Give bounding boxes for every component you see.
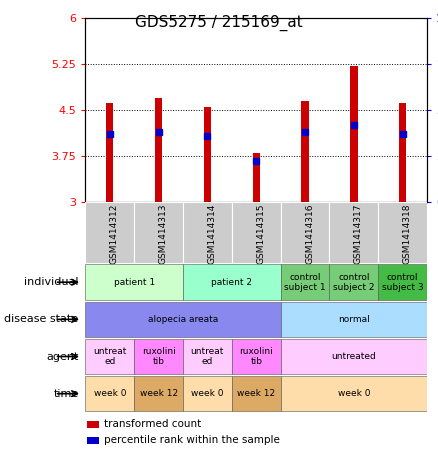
Bar [301,101,309,202]
Bar [155,97,162,202]
Bar [329,202,378,263]
Bar [183,376,232,411]
Bar [85,376,134,411]
Text: untreated: untreated [332,352,376,361]
Text: week 0: week 0 [191,389,224,398]
Text: untreat
ed: untreat ed [191,347,224,366]
Bar [281,376,427,411]
Text: untreat
ed: untreat ed [93,347,127,366]
Bar [106,102,113,202]
Text: week 0: week 0 [338,389,370,398]
Text: control
subject 3: control subject 3 [382,273,424,292]
Bar [87,437,99,444]
Bar [232,202,281,263]
Bar [350,66,357,202]
Text: week 12: week 12 [140,389,178,398]
Text: alopecia areata: alopecia areata [148,315,218,324]
Text: ruxolini
tib: ruxolini tib [142,347,176,366]
Bar [134,339,183,374]
Bar [134,376,183,411]
Text: percentile rank within the sample: percentile rank within the sample [104,435,280,445]
Bar [329,265,378,300]
Text: GDS5275 / 215169_at: GDS5275 / 215169_at [135,14,303,31]
Bar [183,339,232,374]
Bar [281,302,427,337]
Text: GSM1414317: GSM1414317 [354,203,363,264]
Bar [183,265,281,300]
Text: disease state: disease state [4,314,78,324]
Text: ruxolini
tib: ruxolini tib [239,347,273,366]
Bar [183,202,232,263]
Text: GSM1414312: GSM1414312 [110,203,119,264]
Bar [85,339,134,374]
Bar [87,421,99,428]
Text: GSM1414316: GSM1414316 [305,203,314,264]
Bar [378,202,427,263]
Bar [281,202,329,263]
Text: GSM1414314: GSM1414314 [208,203,216,264]
Bar [281,339,427,374]
Text: normal: normal [338,315,370,324]
Text: control
subject 1: control subject 1 [284,273,326,292]
Text: week 12: week 12 [237,389,276,398]
Bar [378,265,427,300]
Bar [253,153,260,202]
Bar [281,265,329,300]
Text: control
subject 2: control subject 2 [333,273,374,292]
Text: patient 2: patient 2 [211,278,252,287]
Bar [134,202,183,263]
Text: GSM1414313: GSM1414313 [159,203,168,264]
Bar [85,265,183,300]
Text: patient 1: patient 1 [113,278,155,287]
Text: GSM1414318: GSM1414318 [403,203,412,264]
Bar [85,202,134,263]
Text: agent: agent [46,352,78,361]
Bar [85,302,281,337]
Bar [232,376,281,411]
Text: time: time [53,389,78,399]
Bar [399,102,406,202]
Bar [232,339,281,374]
Text: week 0: week 0 [94,389,126,398]
Text: transformed count: transformed count [104,419,201,429]
Text: individual: individual [24,277,78,287]
Bar [204,107,211,202]
Text: GSM1414315: GSM1414315 [256,203,265,264]
